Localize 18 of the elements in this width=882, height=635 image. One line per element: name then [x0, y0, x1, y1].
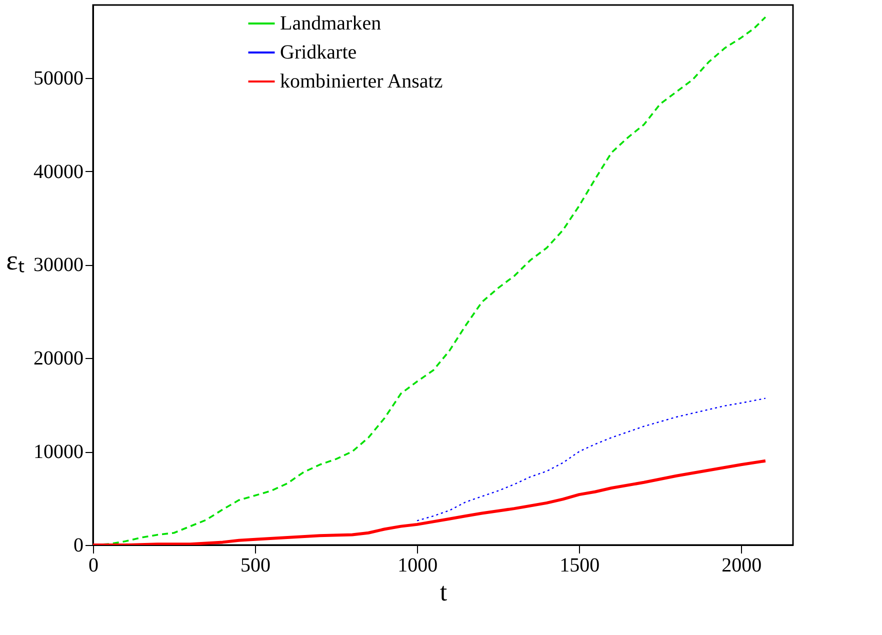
x-tick-label: 1500: [560, 554, 600, 576]
y-tick-label: 40000: [34, 160, 84, 183]
y-tick-label: 10000: [34, 441, 84, 464]
x-tick-label: 500: [240, 554, 271, 576]
legend-label: Gridkarte: [280, 42, 357, 64]
legend-label: Landmarken: [280, 12, 382, 34]
legend-label: kombinierter Ansatz: [280, 70, 443, 92]
x-tick-label: 2000: [722, 554, 762, 576]
x-axis-title: t: [440, 578, 448, 606]
line-series: [416, 398, 766, 522]
y-axis-title: εₜ: [6, 246, 25, 276]
x-tick-label: 1000: [398, 554, 438, 576]
line-series: [93, 459, 767, 545]
y-tick-label: 20000: [34, 348, 84, 370]
x-tick-label: 0: [88, 554, 98, 576]
y-tick-label: 30000: [34, 254, 84, 276]
y-tick-label: 50000: [34, 67, 84, 90]
y-tick-label: 0: [74, 534, 84, 556]
